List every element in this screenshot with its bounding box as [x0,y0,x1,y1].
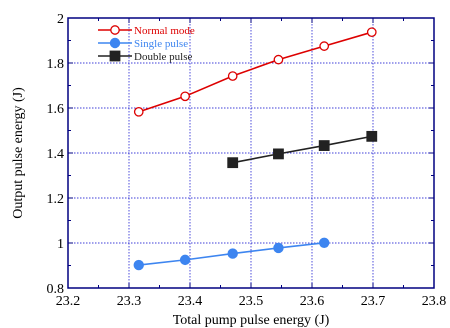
data-point [179,254,191,266]
legend-entry: Double pulse [98,50,192,63]
axis-ticks [67,17,435,289]
y-tick-label: 1.8 [47,57,65,72]
legend-label: Normal mode [134,25,195,37]
y-tick-label: 2 [57,12,64,27]
x-tick-label: 23.6 [300,294,325,309]
legend-entry: Single pulse [98,37,188,50]
data-point [273,148,284,160]
y-tick-label: 1.2 [47,192,65,207]
x-tick-labels: 23.2 23.3 23.4 23.5 23.6 23.7 23.8 [56,294,447,309]
x-tick-label: 23.7 [361,294,386,309]
x-tick-label: 23.3 [117,294,142,309]
data-point [133,106,144,117]
series-single-pulse [133,237,330,271]
data-point [133,259,144,271]
series-double-pulse [227,130,378,169]
data-point [227,157,239,169]
legend-marker [109,50,121,62]
series [133,27,378,271]
legend-entry: Normal mode [98,25,195,37]
legend-label: Double pulse [134,51,192,63]
x-axis-title: Total pump pulse energy (J) [173,313,330,328]
data-point [180,91,190,102]
x-tick-label: 23.4 [178,294,203,309]
grid [68,18,434,288]
data-point [227,71,238,81]
series-line [232,135,372,164]
data-point [366,130,378,142]
x-tick-label: 23.5 [239,294,264,309]
data-point [273,54,284,65]
data-point [318,140,330,151]
series-line [138,31,373,113]
legend-label: Single pulse [134,38,188,50]
data-point [273,242,284,254]
x-tick-label: 23.8 [422,294,447,309]
legend-marker [110,25,120,35]
y-tick-label: 0.8 [47,282,65,297]
legend-marker [109,37,121,49]
y-tick-label: 1 [57,237,64,252]
data-point [366,27,377,38]
y-tick-labels: 0.8 1 1.2 1.4 1.6 1.8 2 [47,12,65,297]
data-point [319,237,330,248]
y-tick-label: 1.4 [47,147,65,162]
data-point [319,41,330,51]
series-normal-mode [133,27,377,117]
y-axis-title: Output pulse energy (J) [11,87,26,219]
data-point [227,248,238,259]
y-tick-label: 1.6 [47,102,65,117]
x-tick-label: 23.2 [56,294,81,309]
